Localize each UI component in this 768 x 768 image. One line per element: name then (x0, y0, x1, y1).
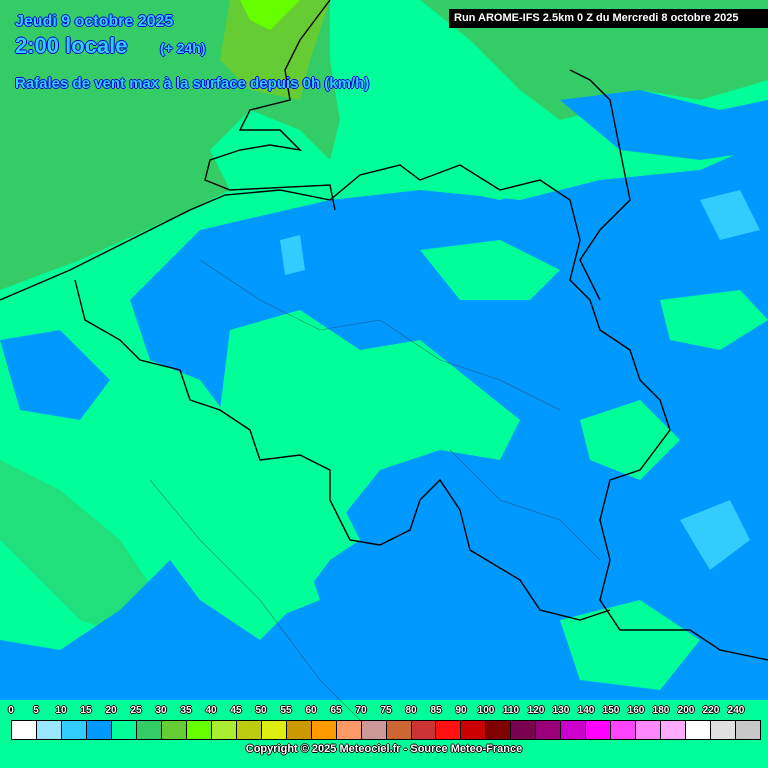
strong-gust-zone (240, 0, 300, 30)
legend-swatch (536, 721, 562, 739)
legend-label: 65 (330, 705, 342, 716)
legend-swatch (111, 721, 137, 739)
legend-swatch (661, 721, 687, 739)
legend-label: 90 (455, 705, 467, 716)
legend-swatch (286, 721, 312, 739)
legend-label: 5 (33, 705, 39, 716)
borders (0, 0, 768, 661)
forecast-time: 2:00 locale (15, 33, 128, 58)
legend-label: 25 (130, 705, 142, 716)
legend-label: 160 (627, 705, 645, 716)
legend-label: 220 (702, 705, 720, 716)
legend-swatch (586, 721, 612, 739)
legend-label: 100 (477, 705, 495, 716)
legend-label: 75 (380, 705, 392, 716)
legend-swatch (161, 721, 187, 739)
legend-label: 60 (305, 705, 317, 716)
legend-label: 10 (55, 705, 67, 716)
legend-swatch (736, 721, 761, 739)
legend-label: 110 (502, 705, 520, 716)
legend-swatch (136, 721, 162, 739)
legend-label: 15 (80, 705, 92, 716)
legend-label: 80 (405, 705, 417, 716)
legend-swatch (36, 721, 62, 739)
legend-swatch (711, 721, 737, 739)
legend-swatch (611, 721, 637, 739)
legend-swatch (311, 721, 337, 739)
legend-swatch (511, 721, 537, 739)
legend-swatch (386, 721, 412, 739)
legend-label: 130 (552, 705, 570, 716)
legend-label: 70 (355, 705, 367, 716)
legend-swatch (461, 721, 487, 739)
color-legend (11, 720, 761, 740)
legend-label: 0 (8, 705, 14, 716)
legend-label: 180 (652, 705, 670, 716)
legend-label: 35 (180, 705, 192, 716)
legend-label: 85 (430, 705, 442, 716)
coast-zone (220, 0, 330, 100)
legend-swatch (436, 721, 462, 739)
legend-swatch (236, 721, 262, 739)
legend-swatch (86, 721, 112, 739)
sea-green-lower (0, 460, 160, 640)
legend-swatch (636, 721, 662, 739)
legend-label: 240 (727, 705, 745, 716)
legend-label: 50 (255, 705, 267, 716)
legend-label: 200 (677, 705, 695, 716)
copyright: Copyright © 2025 Meteociel.fr - Source M… (245, 743, 523, 755)
legend-label: 30 (155, 705, 167, 716)
mid-wind-patches (220, 140, 768, 690)
parameter-title: Rafales de vent max à la surface depuis … (15, 75, 370, 92)
legend-swatch (336, 721, 362, 739)
legend-label: 140 (577, 705, 595, 716)
region-borders (149, 259, 601, 721)
legend-swatch (686, 721, 712, 739)
legend-swatch (486, 721, 512, 739)
legend-swatch (361, 721, 387, 739)
legend-label: 55 (280, 705, 292, 716)
legend-swatch (261, 721, 287, 739)
legend-label: 45 (230, 705, 242, 716)
legend-swatch (411, 721, 437, 739)
forecast-lead-time: (+ 24h) (160, 40, 206, 56)
legend-swatch (211, 721, 237, 739)
legend-label: 150 (602, 705, 620, 716)
legend-swatch (186, 721, 212, 739)
legend-label: 40 (205, 705, 217, 716)
forecast-date: Jeudi 9 octobre 2025 (15, 13, 174, 30)
light-blue-patches (280, 190, 760, 570)
model-run-label: Run AROME-IFS 2.5km 0 Z du Mercredi 8 oc… (449, 9, 768, 28)
legend-swatch (561, 721, 587, 739)
legend-swatch (12, 721, 37, 739)
legend-labels: 0 5 10 15 20 25 30 35 40 45 50 55 60 65 70 75 80 85 90 100 1… (0, 705, 768, 719)
legend-label: 20 (105, 705, 117, 716)
legend-swatch (61, 721, 87, 739)
legend-label: 120 (527, 705, 545, 716)
